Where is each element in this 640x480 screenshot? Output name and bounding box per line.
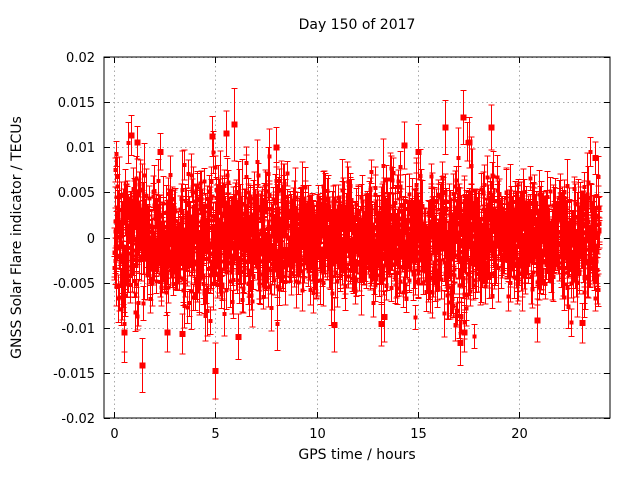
x-tick-label: 0 xyxy=(110,427,118,442)
x-axis-label: GPS time / hours xyxy=(298,447,416,463)
y-tick-label: 0.01 xyxy=(66,141,95,156)
y-tick-label: -0.015 xyxy=(53,367,95,382)
x-tick-label: 10 xyxy=(309,427,326,442)
y-tick-label: -0.005 xyxy=(53,277,95,292)
y-tick-label: 0.02 xyxy=(66,51,95,66)
plot-border xyxy=(103,56,611,419)
y-tick-label: 0.005 xyxy=(58,186,95,201)
y-tick-label: -0.01 xyxy=(61,322,95,337)
y-tick-label: -0.02 xyxy=(61,412,95,427)
y-tick-label: 0.015 xyxy=(58,96,95,111)
x-tick-label: 5 xyxy=(211,427,219,442)
x-tick-label: 15 xyxy=(410,427,427,442)
x-tick-label: 20 xyxy=(511,427,528,442)
chart-title: Day 150 of 2017 xyxy=(298,17,416,33)
y-tick-label: 0 xyxy=(87,232,95,247)
datapoint-markers xyxy=(112,139,602,339)
